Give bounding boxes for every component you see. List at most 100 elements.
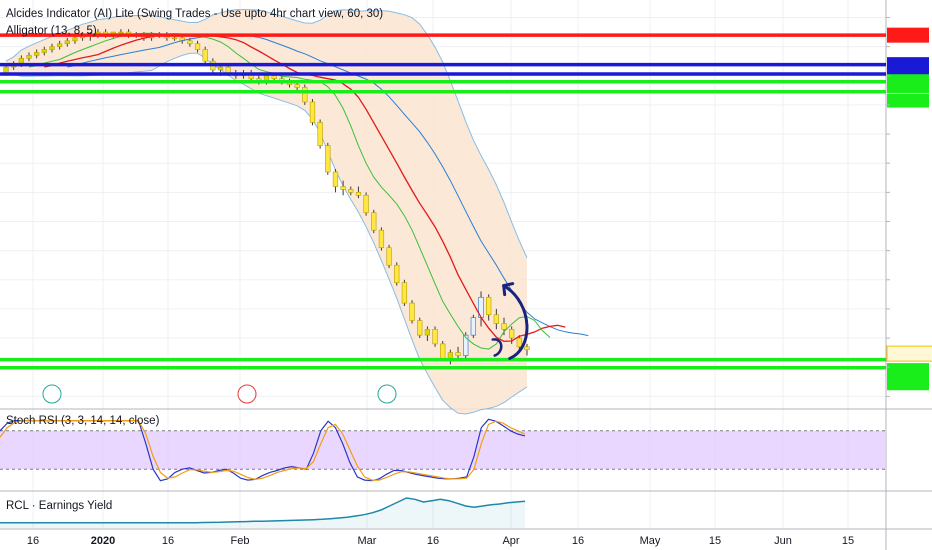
candle[interactable] xyxy=(363,192,369,216)
event-marker-d[interactable] xyxy=(42,384,62,404)
price-axis[interactable] xyxy=(886,16,890,397)
time-label: 16 xyxy=(27,535,39,547)
candle[interactable] xyxy=(355,186,362,199)
candle[interactable] xyxy=(378,227,385,251)
candle-body xyxy=(118,31,124,34)
candle-body xyxy=(41,49,47,53)
candle[interactable] xyxy=(524,343,530,356)
candle-body xyxy=(332,171,339,187)
candle-body xyxy=(34,52,40,56)
candle-body xyxy=(417,320,423,336)
candle-body xyxy=(294,84,300,88)
candle[interactable] xyxy=(463,332,469,359)
candle[interactable] xyxy=(417,317,423,339)
candle[interactable] xyxy=(516,335,522,350)
candle-body xyxy=(348,189,354,193)
candle-body xyxy=(194,43,201,50)
candle[interactable] xyxy=(432,326,438,347)
green-level-tag xyxy=(887,363,929,378)
candle-body xyxy=(317,122,323,147)
candle[interactable] xyxy=(493,308,499,330)
time-label: Apr xyxy=(502,535,519,547)
candle-body xyxy=(72,37,78,42)
price-tag-box xyxy=(887,27,929,43)
candle[interactable] xyxy=(348,186,354,196)
candle[interactable] xyxy=(302,84,308,105)
arrow-head xyxy=(502,282,515,297)
candle-body xyxy=(386,247,392,266)
candle-body xyxy=(225,66,231,74)
time-label: Jun xyxy=(774,535,792,547)
level-lines[interactable] xyxy=(0,27,932,391)
candle-body xyxy=(470,317,477,336)
stoch-d-line xyxy=(0,420,526,481)
bollinger-fill xyxy=(6,9,527,414)
time-label: 15 xyxy=(842,535,854,547)
time-label: 16 xyxy=(162,535,174,547)
earnings-yield-line xyxy=(0,497,526,524)
candle-body xyxy=(394,264,400,283)
time-label: Feb xyxy=(231,535,250,547)
stoch-rsi-pane[interactable] xyxy=(0,418,886,482)
candle[interactable] xyxy=(309,99,316,126)
candle[interactable] xyxy=(470,314,477,339)
candle-body xyxy=(409,302,415,321)
candle[interactable] xyxy=(386,244,392,269)
candle-body xyxy=(271,75,277,79)
candle-body xyxy=(187,40,193,45)
event-circle xyxy=(42,384,62,404)
event-marker-d[interactable] xyxy=(377,384,397,404)
candle-body xyxy=(302,87,308,103)
candle-body xyxy=(171,37,178,40)
candle-body xyxy=(202,49,208,62)
candle[interactable] xyxy=(56,40,63,50)
stoch-rsi-title: Stoch RSI (3, 3, 14, 14, close) xyxy=(6,415,160,427)
candle-body xyxy=(455,352,461,356)
candle-body xyxy=(363,194,369,214)
candle[interactable] xyxy=(371,209,377,234)
candle-body xyxy=(440,343,446,359)
candle[interactable] xyxy=(325,142,331,175)
earnings-yield-pane[interactable] xyxy=(0,497,526,528)
reversal-arrow-annotation xyxy=(491,282,529,360)
candle[interactable] xyxy=(34,49,40,59)
time-label: 2020 xyxy=(91,535,115,547)
candle-body xyxy=(432,329,438,345)
candle-body xyxy=(401,282,408,304)
candle-body xyxy=(424,329,431,336)
candle[interactable] xyxy=(332,169,339,193)
stoch-band xyxy=(0,430,886,470)
event-circle xyxy=(377,384,397,404)
event-markers[interactable] xyxy=(42,384,397,404)
candle-body xyxy=(524,346,530,351)
event-marker-e[interactable] xyxy=(237,384,257,404)
time-axis[interactable]: 16 2020 16 Feb Mar 16 Apr 16 May 15 Jun 15 xyxy=(27,535,854,547)
candle-body xyxy=(501,323,507,330)
earnings-yield-title: RCL · Earnings Yield xyxy=(6,500,112,512)
candle[interactable] xyxy=(340,180,346,196)
candle[interactable] xyxy=(317,119,323,149)
candle-body xyxy=(355,192,362,196)
candle[interactable] xyxy=(394,262,400,286)
candle[interactable] xyxy=(202,46,208,65)
candle[interactable] xyxy=(41,46,47,56)
level-price-tag xyxy=(887,27,929,43)
candle[interactable] xyxy=(26,52,32,62)
candle[interactable] xyxy=(49,43,55,53)
candle[interactable] xyxy=(401,279,408,306)
candle[interactable] xyxy=(486,294,492,321)
candle-body xyxy=(516,337,522,348)
curved-arrow xyxy=(502,284,529,360)
candle[interactable] xyxy=(64,37,70,47)
event-circle xyxy=(237,384,257,404)
candle-body xyxy=(325,145,331,173)
candle[interactable] xyxy=(409,300,415,324)
candle-body xyxy=(509,329,515,339)
green-level-tag xyxy=(887,376,929,391)
candle-body xyxy=(56,43,63,47)
candle-body xyxy=(340,186,346,190)
time-label: 16 xyxy=(572,535,584,547)
candle[interactable] xyxy=(194,40,201,53)
candle[interactable] xyxy=(424,326,431,341)
